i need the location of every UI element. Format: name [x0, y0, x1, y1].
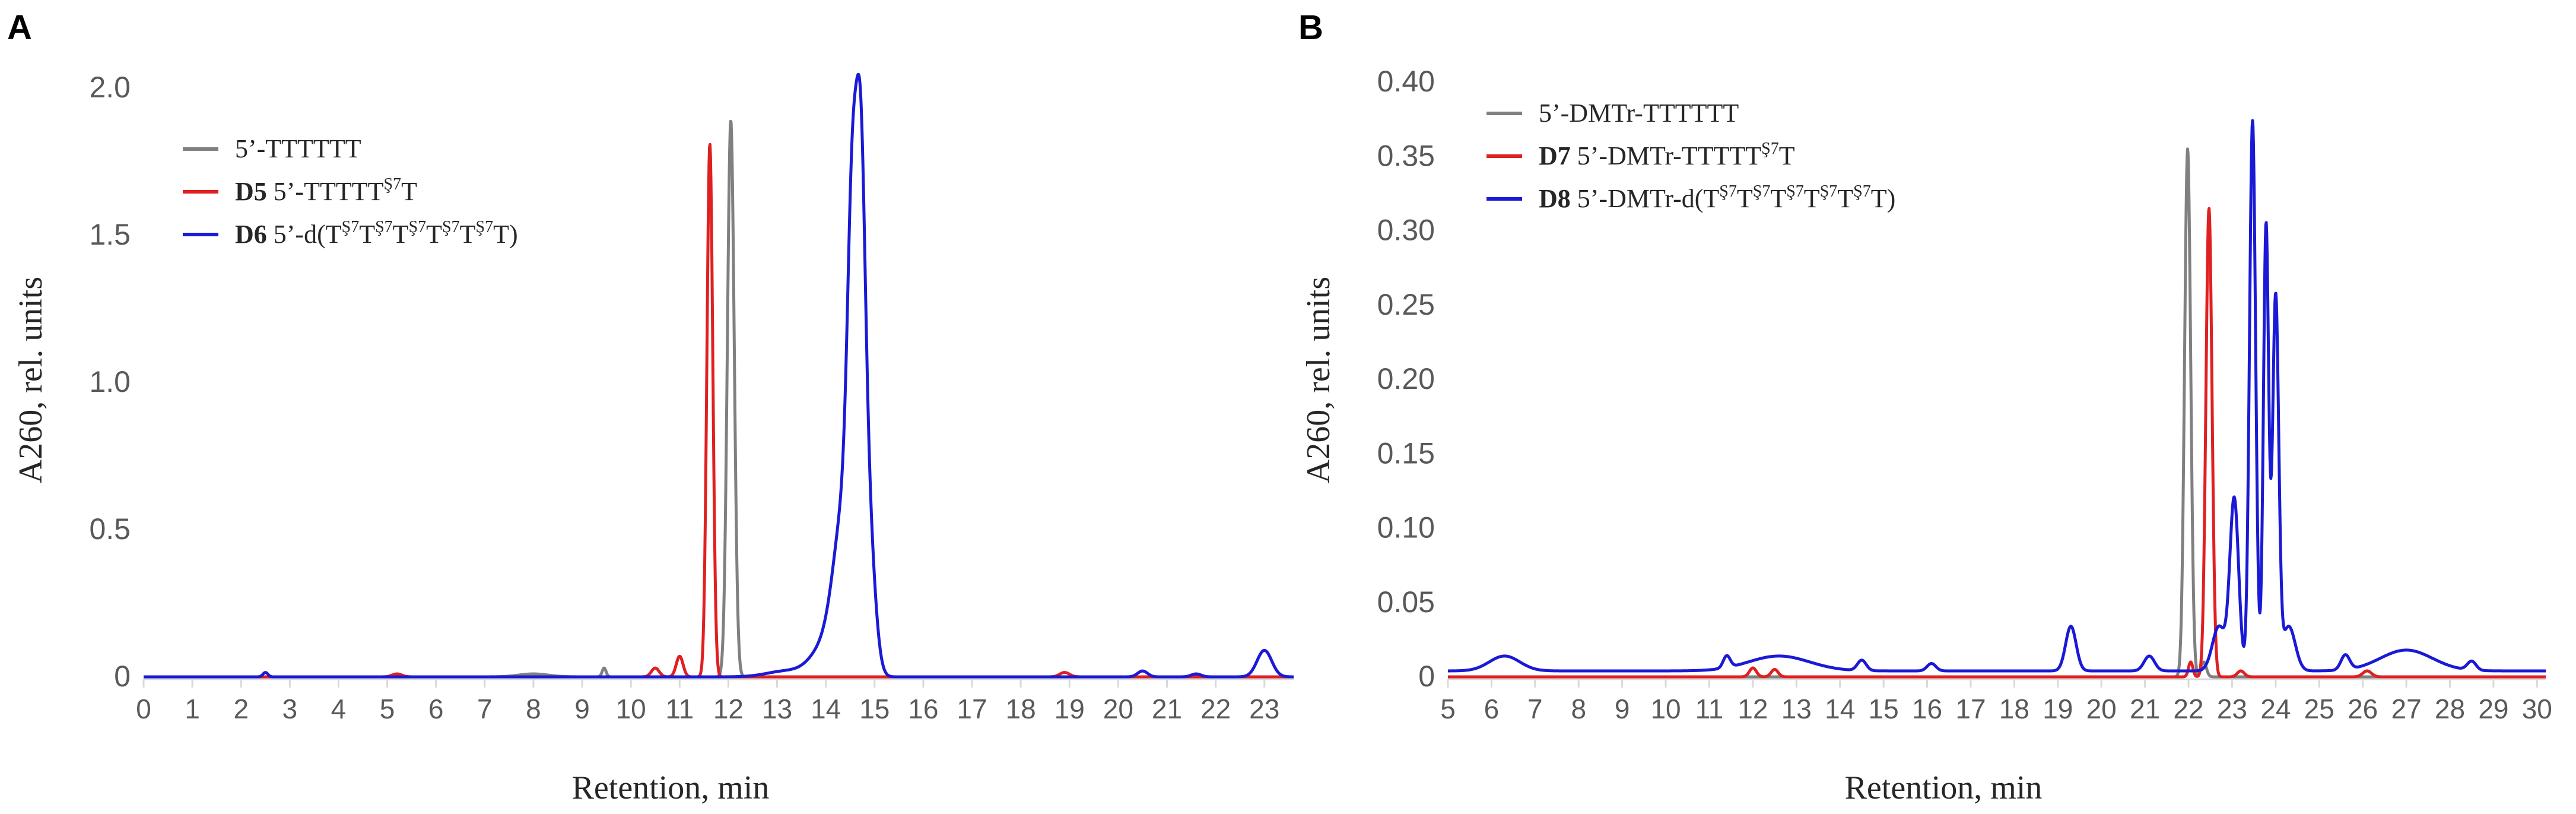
- panel-a-x-tick-label: 14: [811, 693, 841, 724]
- panel-a-x-tick-label: 4: [331, 693, 347, 724]
- panel-b-y-tick-label: 0.40: [1377, 65, 1435, 98]
- panel-b-series-1-line: [1447, 147, 2547, 679]
- panel-a-y-tick-label: 0.5: [89, 512, 131, 546]
- panel-a-traces: [142, 72, 1295, 679]
- panel-a-x-tick-label: 23: [1249, 693, 1279, 724]
- panel-a-x-tick-label: 2: [233, 693, 249, 724]
- panel-a-x-tick-label: 0: [136, 693, 151, 724]
- panel-a-legend-label: D6 5’-d(TŞ7TŞ7TŞ7TŞ7TŞ7T): [235, 218, 518, 249]
- panel-b-x-tick-label: 30: [2522, 693, 2552, 724]
- panel-b-y-tick-label: 0.10: [1377, 511, 1435, 544]
- panel-b-legend-label: D8 5’-DMTr-d(TŞ7TŞ7TŞ7TŞ7TŞ7T): [1539, 182, 1895, 213]
- panel-a-x-tick-label: 21: [1152, 693, 1182, 724]
- panel-a-x-tick-label: 10: [616, 693, 646, 724]
- panel-b-y-tick-label: 0.25: [1377, 288, 1435, 321]
- panel-b-legend: 5’-DMTr-TTTTTT D7 5’-DMTr-TTTTTŞ7T D8 5’-D…: [1486, 99, 1895, 213]
- panel-b-y-tick-label: 0.35: [1377, 139, 1435, 172]
- panel-b-x-tick-label: 16: [1912, 693, 1942, 724]
- panel-a-x-tick-label: 9: [574, 693, 590, 724]
- panel-b-x-tick-label: 18: [1999, 693, 2029, 724]
- panel-b-x-tick-label: 10: [1650, 693, 1681, 724]
- panel-b-x-tick-label: 24: [2260, 693, 2291, 724]
- panel-a-legend: 5’-TTTTTT D5 5’-TTTTTŞ7T D6 5’-d(TŞ7TŞ7TŞ7…: [183, 134, 518, 249]
- panel-b-series-3-line: [1447, 119, 2547, 673]
- panel-a-legend-label: 5’-TTTTTT: [235, 134, 361, 163]
- panel-a-axes: 0 1 2 3 4 5 6 7 8 9 10 11 12 13 14 15 16 17 18 19 20 21 22 2300…: [89, 71, 1294, 724]
- panel-b-x-tick-label: 29: [2478, 693, 2508, 724]
- panel-a-x-tick-label: 3: [282, 693, 298, 724]
- panel-b-y-tick-label: 0.15: [1377, 436, 1435, 470]
- panel-a-x-tick-label: 13: [762, 693, 792, 724]
- panel-a-x-tick-label: 7: [477, 693, 493, 724]
- panel-b-legend-label: D7 5’-DMTr-TTTTTŞ7T: [1539, 140, 1795, 170]
- panel-a-y-tick-label: 1.0: [89, 365, 131, 398]
- panel-b-y-tick-label: 0.30: [1377, 214, 1435, 247]
- panel-a-x-tick-label: 15: [859, 693, 890, 724]
- panel-b-x-tick-label: 13: [1781, 693, 1812, 724]
- panel-a-y-tick-label: 1.5: [89, 218, 131, 251]
- panel-b-x-tick-label: 19: [2043, 693, 2073, 724]
- panel-a-legend-label: D5 5’-TTTTTŞ7T: [235, 175, 417, 206]
- panel-b-x-tick-label: 5: [1440, 693, 1456, 724]
- panel-a-x-tick-label: 5: [380, 693, 395, 724]
- panel-b-x-tick-label: 15: [1869, 693, 1899, 724]
- panel-b-y-tick-label: 0: [1418, 660, 1435, 693]
- panel-b-x-tick-label: 12: [1738, 693, 1768, 724]
- panel-b-ylabel: A260, rel. units: [1300, 277, 1337, 483]
- panel-b-axes: 5 6 7 8 9 10 11 12 13 14 15 16 17 18 19 20 21 22 23 24 25 26 2…: [1377, 65, 2552, 724]
- panel-b-x-tick-label: 26: [2348, 693, 2378, 724]
- panel-a-x-tick-label: 22: [1200, 693, 1231, 724]
- panel-a-series-3-line: [142, 72, 1295, 679]
- panel-letter-b: B: [1298, 8, 1323, 47]
- panel-b-x-tick-label: 7: [1527, 693, 1543, 724]
- panel-b-y-tick-label: 0.20: [1377, 362, 1435, 395]
- panel-a-x-tick-label: 17: [957, 693, 987, 724]
- panel-b-legend-label: 5’-DMTr-TTTTTT: [1539, 99, 1739, 128]
- panel-b-x-tick-label: 17: [1955, 693, 1986, 724]
- panel-b-x-tick-label: 6: [1484, 693, 1500, 724]
- panel-a-x-tick-label: 11: [665, 693, 694, 724]
- panel-b-xlabel: Retention, min: [1845, 769, 2043, 806]
- panel-a-y-tick-label: 0: [114, 660, 131, 693]
- panel-a-ylabel: A260, rel. units: [12, 277, 49, 483]
- panel-a-x-tick-label: 18: [1006, 693, 1036, 724]
- panel-b-x-tick-label: 14: [1825, 693, 1855, 724]
- panel-a-x-tick-label: 8: [526, 693, 541, 724]
- panel-b-traces: [1447, 119, 2547, 679]
- panel-b-series-2-line: [1447, 207, 2547, 679]
- panel-b-x-tick-label: 20: [2086, 693, 2117, 724]
- panel-a-x-tick-label: 1: [185, 693, 200, 724]
- panel-a-xlabel: Retention, min: [572, 769, 770, 806]
- panel-a-y-tick-label: 2.0: [89, 71, 131, 104]
- panel-b-x-tick-label: 27: [2391, 693, 2421, 724]
- panel-a-x-tick-label: 6: [428, 693, 444, 724]
- panel-b-x-tick-label: 25: [2304, 693, 2334, 724]
- panel-b-x-tick-label: 23: [2217, 693, 2247, 724]
- panel-a-x-tick-label: 12: [713, 693, 744, 724]
- panel-b-x-tick-label: 11: [1695, 693, 1724, 724]
- panel-b-x-tick-label: 28: [2435, 693, 2465, 724]
- panel-b-y-tick-label: 0.05: [1377, 585, 1435, 619]
- panel-b-x-tick-label: 22: [2173, 693, 2203, 724]
- panel-b-x-tick-label: 8: [1571, 693, 1586, 724]
- panel-a-x-tick-label: 20: [1103, 693, 1133, 724]
- panel-b-x-tick-label: 9: [1615, 693, 1630, 724]
- panel-a-x-tick-label: 19: [1054, 693, 1085, 724]
- panel-letter-a: A: [7, 8, 32, 47]
- panel-b-x-tick-label: 21: [2130, 693, 2160, 724]
- panel-a-x-tick-label: 16: [908, 693, 938, 724]
